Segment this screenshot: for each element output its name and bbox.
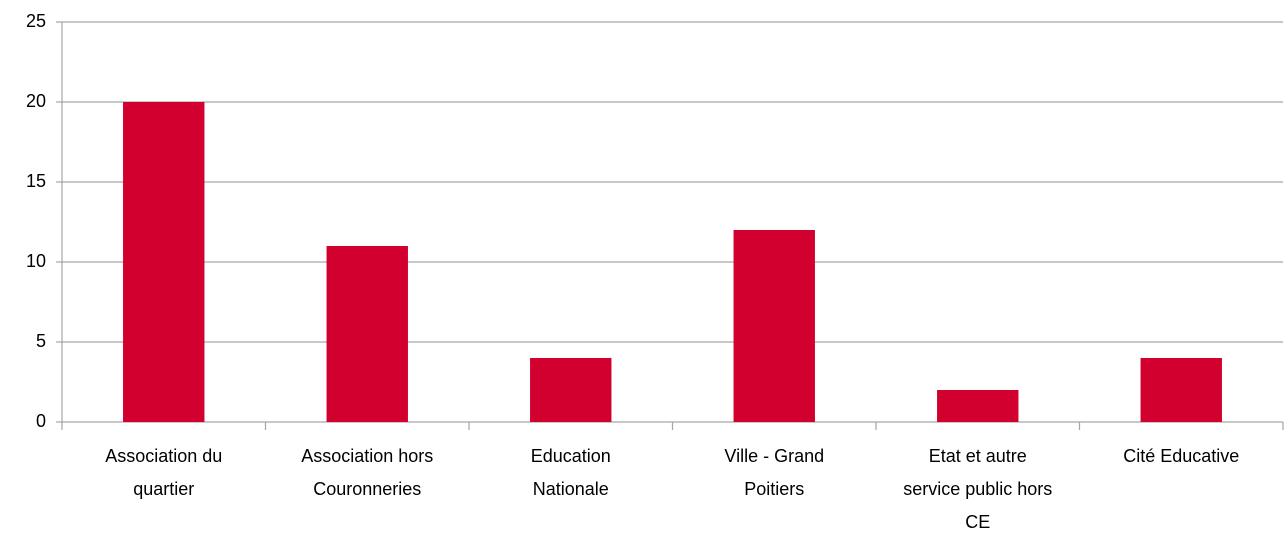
bar — [530, 358, 612, 422]
y-tick-label: 25 — [26, 11, 46, 31]
bar — [937, 390, 1019, 422]
y-tick-label: 5 — [36, 331, 46, 351]
bar — [326, 246, 408, 422]
x-tick-label: Association hors Couronneries — [301, 446, 434, 499]
y-tick-label: 20 — [26, 91, 46, 111]
y-tick-label: 0 — [36, 411, 46, 431]
bar — [1140, 358, 1222, 422]
x-tick-label: Cité Educative — [1123, 446, 1240, 466]
x-tick-label: Education Nationale — [530, 446, 611, 499]
y-tick-label: 15 — [26, 171, 46, 191]
x-tick-label: Etat et autre service public hors CE — [903, 446, 1053, 532]
bar — [733, 230, 815, 422]
bar — [123, 102, 205, 422]
x-tick-label: Association du quartier — [105, 446, 223, 499]
x-tick-label: Ville - Grand Poitiers — [724, 446, 825, 499]
y-tick-label: 10 — [26, 251, 46, 271]
